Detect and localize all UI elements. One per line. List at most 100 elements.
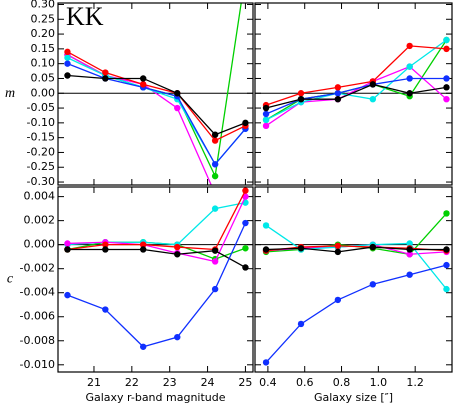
data-point <box>334 242 342 250</box>
series-line <box>265 77 447 115</box>
data-point <box>64 54 71 61</box>
y-tick-label: -0.10 <box>27 116 55 129</box>
data-point <box>334 95 342 103</box>
data-point <box>64 291 71 299</box>
panel-frame <box>254 2 453 186</box>
data-point <box>406 42 413 50</box>
series-line <box>265 224 447 290</box>
series-line <box>67 54 212 185</box>
data-point <box>406 63 413 70</box>
data-point <box>102 241 109 248</box>
data-point <box>443 246 450 253</box>
series-line <box>67 190 247 251</box>
y-tick-label: 0.25 <box>31 12 56 25</box>
data-point <box>242 187 249 194</box>
data-point <box>262 104 270 112</box>
series-line <box>265 83 447 109</box>
data-point <box>406 240 413 247</box>
data-point <box>139 81 147 88</box>
y-axis-label: c <box>7 272 14 287</box>
y-tick-label: 0.15 <box>31 42 56 55</box>
data-point <box>369 281 377 288</box>
series-line <box>67 196 247 263</box>
series-line <box>67 74 246 136</box>
data-point <box>262 110 270 118</box>
panel-frame <box>57 2 254 186</box>
data-point <box>64 48 71 56</box>
series-line <box>265 45 447 106</box>
series-line <box>67 51 246 142</box>
panel-frame <box>57 186 254 373</box>
x-tick-label: 25 <box>238 376 252 389</box>
data-point <box>102 246 109 253</box>
data-point <box>64 72 71 79</box>
data-point <box>406 90 413 97</box>
data-point <box>406 75 413 82</box>
data-point <box>443 285 450 293</box>
series-line <box>67 201 246 246</box>
data-point <box>334 84 342 91</box>
x-tick-label: 1.0 <box>370 376 388 389</box>
y-tick-label: -0.25 <box>27 160 55 173</box>
y-tick-label: 0.05 <box>31 71 56 84</box>
plot-area <box>58 187 253 350</box>
data-point <box>211 131 219 138</box>
x-tick-label: 21 <box>87 376 101 389</box>
data-point <box>443 45 450 53</box>
y-tick-label: 0.004 <box>24 190 56 203</box>
data-point <box>262 246 270 253</box>
data-point <box>242 245 249 252</box>
x-tick-label: 23 <box>163 376 177 389</box>
data-point <box>443 75 450 82</box>
y-tick-label: 0.30 <box>31 0 56 10</box>
y-tick-label: -0.010 <box>20 358 55 371</box>
series-line <box>265 264 447 363</box>
y-axis-label: m <box>5 86 15 101</box>
data-point <box>262 122 270 130</box>
data-point <box>139 75 147 82</box>
data-point <box>443 95 450 103</box>
y-tick-label: -0.004 <box>20 286 55 299</box>
plot-area <box>255 36 452 130</box>
data-point <box>64 240 71 247</box>
series-line <box>265 65 447 127</box>
y-tick-label: -0.15 <box>27 131 55 144</box>
data-point <box>242 219 249 227</box>
y-tick-label: -0.006 <box>20 310 55 323</box>
data-point <box>102 69 109 76</box>
data-point <box>443 36 450 44</box>
data-point <box>334 90 342 97</box>
series-line <box>67 248 246 269</box>
data-point <box>334 296 342 304</box>
panel-annotation: KK <box>66 2 104 31</box>
x-tick-label: 1.2 <box>406 376 424 389</box>
data-point <box>139 246 147 253</box>
data-point <box>139 241 147 248</box>
series-line <box>265 39 447 121</box>
y-tick-label: -0.20 <box>27 145 55 158</box>
data-point <box>211 258 219 265</box>
series-line <box>266 246 447 253</box>
data-point <box>174 90 181 97</box>
data-point <box>174 243 181 251</box>
y-tick-label: 0.10 <box>31 57 56 70</box>
data-point <box>262 222 270 229</box>
x-tick-label: 0.8 <box>333 376 351 389</box>
data-point <box>211 172 219 180</box>
panel-frame <box>254 186 453 373</box>
data-point <box>211 137 219 144</box>
data-point <box>443 261 450 269</box>
data-point <box>102 75 109 82</box>
data-point <box>297 90 305 97</box>
data-point <box>102 306 109 313</box>
data-point <box>297 320 305 328</box>
y-tick-label: 0.002 <box>24 214 56 227</box>
data-point <box>406 251 413 258</box>
data-point <box>212 191 218 197</box>
data-point <box>64 60 71 67</box>
data-point <box>242 264 249 271</box>
data-point <box>369 81 377 88</box>
y-tick-label: -0.002 <box>20 262 55 275</box>
x-tick-label: 22 <box>125 376 139 389</box>
